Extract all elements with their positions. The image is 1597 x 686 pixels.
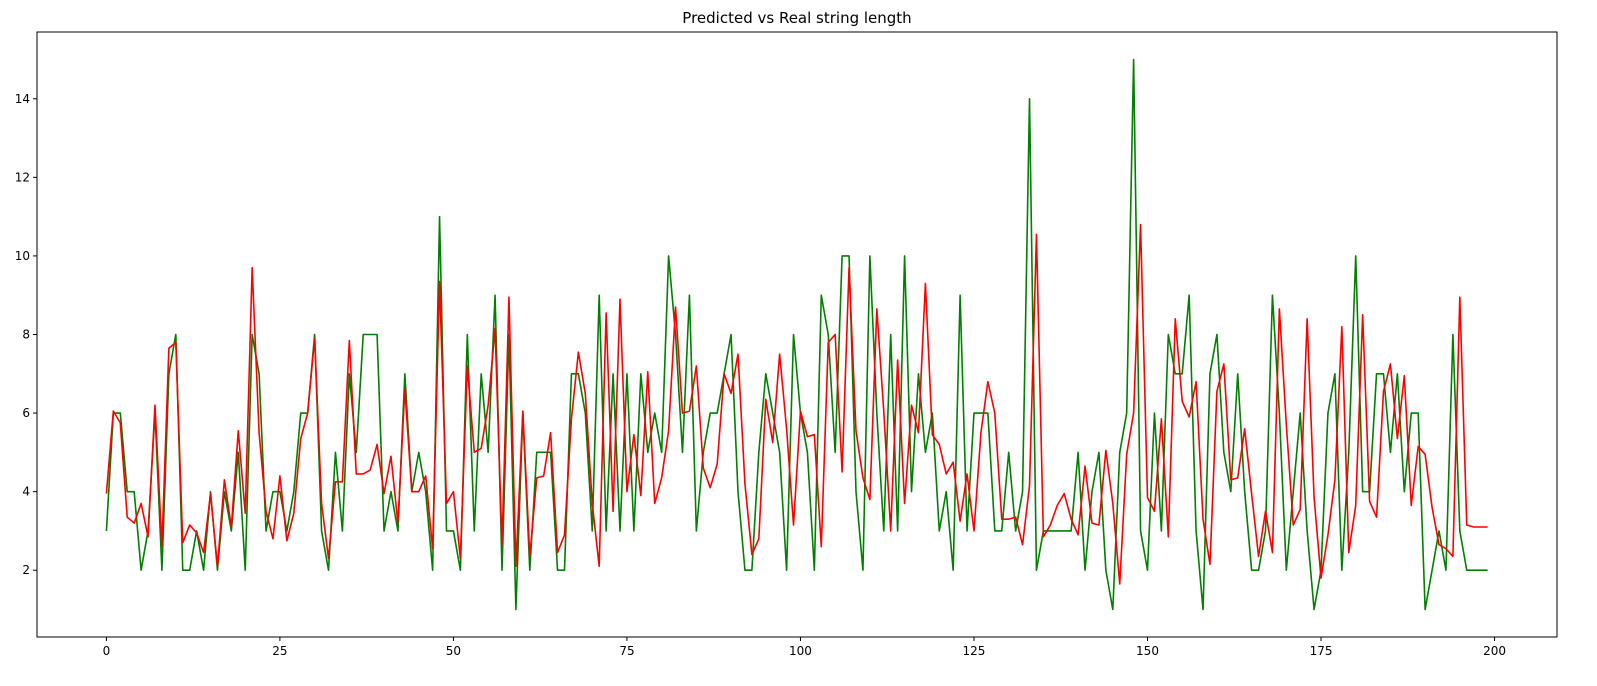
x-tick-label: 75 [619, 644, 634, 658]
series-line-0 [105, 58, 1488, 611]
x-tick-label: 150 [1136, 644, 1159, 658]
plot-frame [36, 31, 1558, 638]
series-layer [105, 58, 1488, 611]
y-tick-label: 12 [15, 170, 30, 184]
y-tick-label: 4 [22, 485, 30, 499]
x-tick-label: 175 [1310, 644, 1333, 658]
x-tick-label: 25 [272, 644, 287, 658]
y-tick-label: 10 [15, 249, 30, 263]
chart-title: Predicted vs Real string length [682, 9, 911, 27]
y-tick-label: 8 [22, 328, 30, 342]
y-tick-label: 6 [22, 406, 30, 420]
x-tick-label: 100 [789, 644, 812, 658]
axes-layer: 0 25 50 75 100 125 150 175 200 2 4 6 8 10 12 14 [15, 31, 1558, 658]
y-tick-label: 2 [22, 563, 30, 577]
x-tick-label: 50 [446, 644, 461, 658]
x-tick-label: 200 [1483, 644, 1506, 658]
x-tick-label: 125 [963, 644, 986, 658]
series-line-1 [105, 223, 1488, 585]
y-tick-label: 14 [15, 92, 30, 106]
x-tick-label: 0 [103, 644, 111, 658]
